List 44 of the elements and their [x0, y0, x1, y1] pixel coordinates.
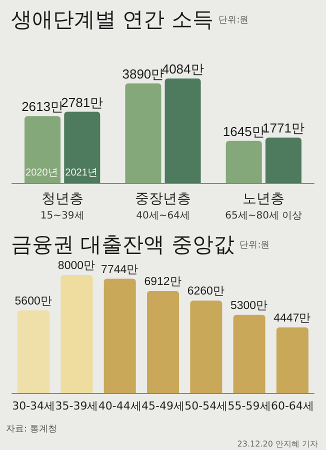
data-label: 8000만	[58, 260, 96, 272]
bar	[125, 83, 162, 183]
bar	[24, 116, 61, 183]
x-tick-label: 30-34세	[12, 400, 56, 412]
data-label: 4084만	[162, 61, 204, 76]
data-label: 3890만	[122, 66, 164, 82]
series-label: 2020년	[26, 168, 58, 178]
bar	[104, 278, 136, 393]
x-tick-label: 60-64세	[270, 400, 314, 412]
bar	[18, 310, 50, 393]
data-label: 4447만	[274, 312, 312, 324]
chart-title: 생애단계별 연간 소득	[11, 8, 214, 32]
x-tick-label: 중장년층 40세~64세	[135, 191, 191, 222]
data-label: 6260만	[187, 286, 225, 298]
x-tick-label: 노년층 65세~80세 이상	[225, 191, 302, 222]
data-label: 7744만	[101, 264, 139, 276]
bar	[64, 112, 100, 183]
series-label: 2021년	[65, 168, 98, 178]
text: 자료: 통계청	[6, 424, 57, 434]
x-tick-label: 45-49세	[142, 400, 184, 412]
data-label: 5600만	[14, 295, 52, 308]
data-label: 2781만	[61, 94, 104, 110]
x-tick-label: 55-59세	[228, 400, 271, 412]
bar	[265, 138, 302, 183]
bar	[147, 291, 179, 393]
x-tick-label: 50-54세	[184, 400, 228, 412]
data-label: 1771만	[262, 120, 304, 136]
data-label: 1645만	[222, 124, 265, 139]
bar	[164, 78, 201, 183]
chart-subtitle: 단위:원	[218, 16, 249, 26]
bar	[233, 314, 266, 393]
data-label: 2613만	[22, 99, 64, 114]
data-label: 5300만	[230, 300, 268, 312]
x-tick-label: 35-39세	[55, 400, 98, 412]
chart-subtitle: 단위:원	[240, 240, 270, 250]
data-label: 6912만	[144, 276, 182, 288]
chart-title: 금융권 대출잔액 중앙값	[11, 232, 234, 256]
bar	[226, 140, 262, 183]
bar	[276, 327, 308, 393]
bar	[60, 275, 93, 393]
text: 23.12.20 안지혜 기자	[237, 440, 318, 448]
bar	[190, 300, 222, 393]
x-tick-label: 청년층 15~39세	[40, 191, 84, 222]
x-tick-label: 40-44세	[98, 400, 142, 412]
